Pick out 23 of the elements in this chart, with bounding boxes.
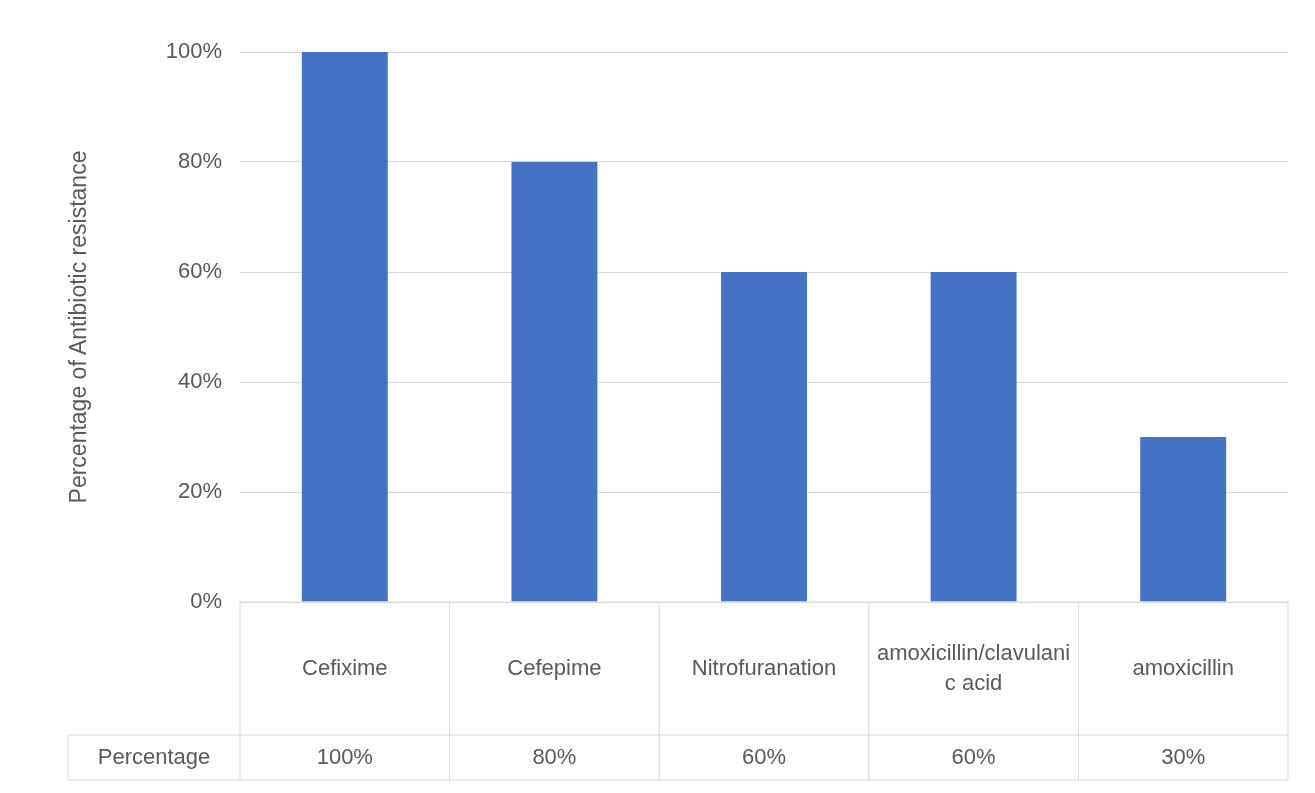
bar	[930, 272, 1017, 602]
data-label: 80%	[532, 743, 577, 769]
x-tick-label: amoxicillin/clavulanic acid	[877, 639, 1071, 695]
y-tick-label: 40%	[177, 368, 222, 394]
data-label: 100%	[316, 743, 373, 769]
data-label: 30%	[1161, 743, 1206, 769]
y-tick-label: 80%	[177, 148, 222, 174]
y-tick-label: 0%	[190, 588, 222, 614]
bar	[301, 52, 388, 602]
bar	[721, 272, 807, 602]
y-tick-label: 100%	[165, 38, 222, 64]
data-label: 60%	[741, 743, 787, 769]
x-tick-label: Cefixime	[302, 654, 388, 680]
text: Percentage	[97, 743, 211, 769]
bar	[511, 162, 598, 602]
y-axis-title: Percentage of Antibiotic resistance	[65, 150, 92, 504]
y-tick-label: 20%	[177, 478, 222, 504]
y-tick-label: 60%	[177, 258, 222, 284]
data-label: 60%	[951, 743, 996, 769]
x-tick-label: amoxicillin	[1132, 654, 1234, 680]
x-tick-label: Cefepime	[507, 654, 602, 680]
bar	[1140, 437, 1227, 602]
x-tick-label: Nitrofuranation	[691, 654, 837, 680]
